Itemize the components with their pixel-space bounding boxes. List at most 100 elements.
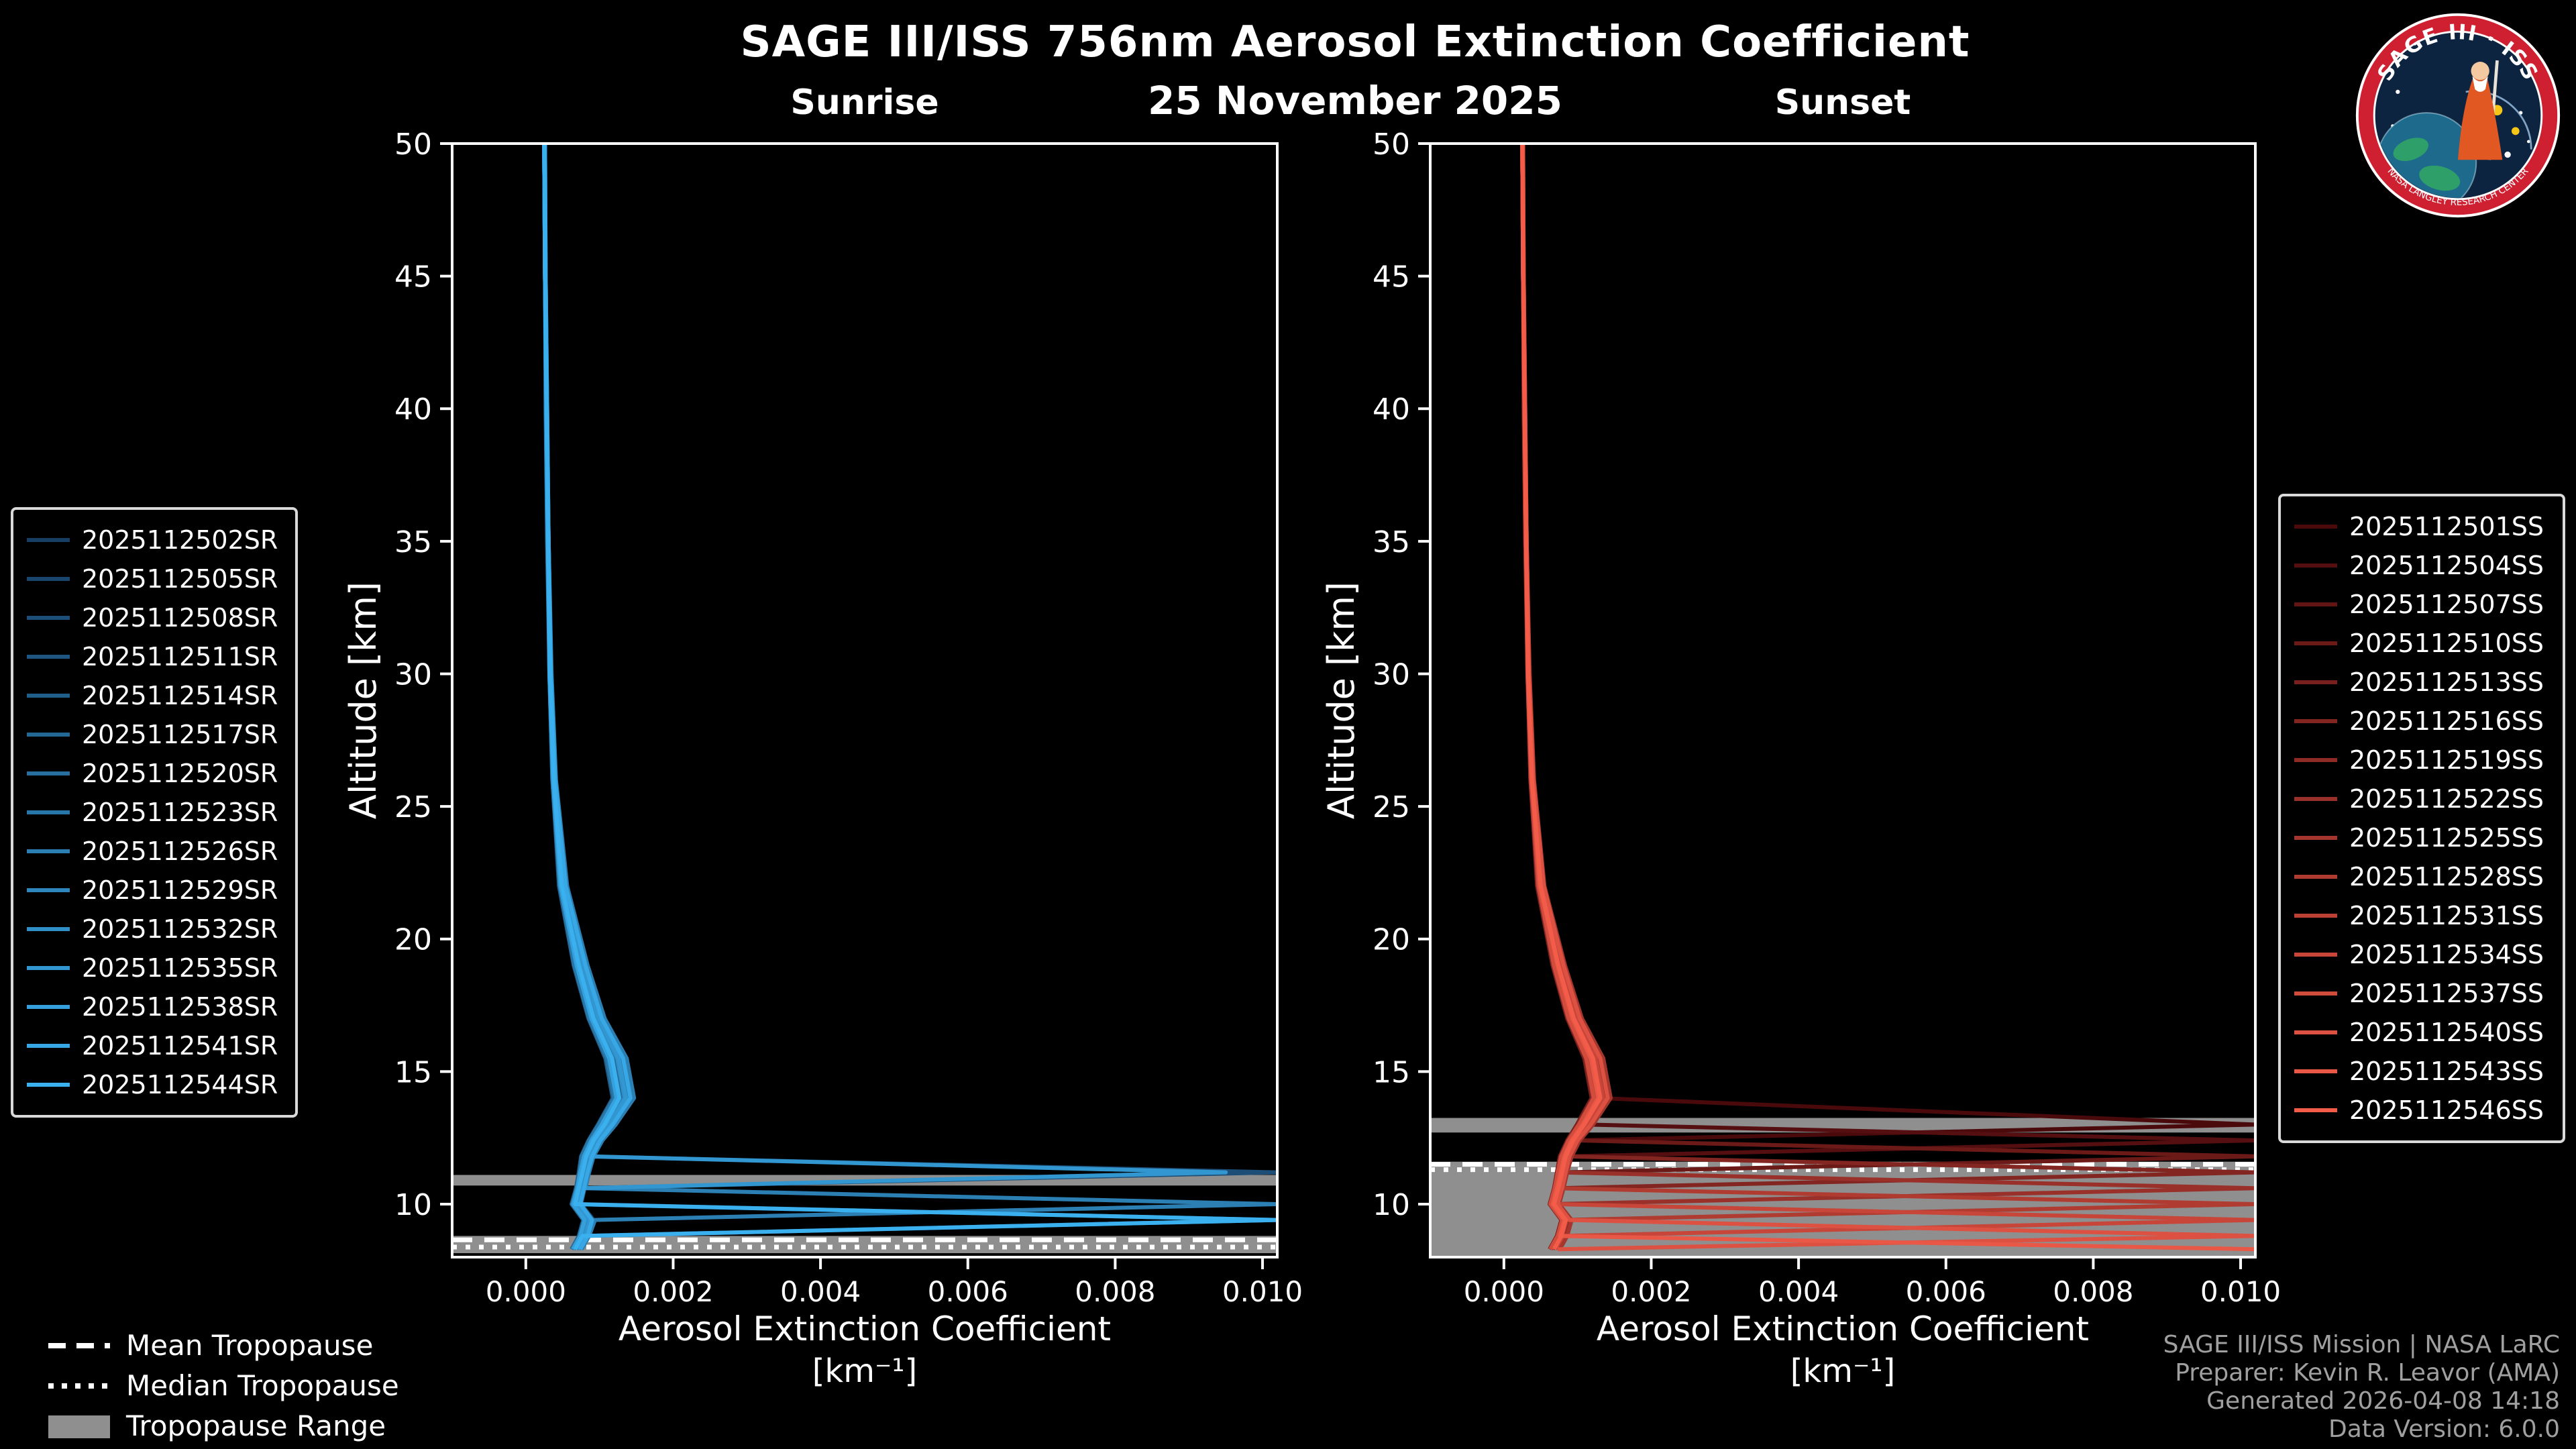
- legend-label: 2025112505SR: [82, 564, 278, 594]
- sage-figure: [2458, 76, 2503, 160]
- x-tick-label: 0.010: [2200, 1275, 2281, 1308]
- legend-item: 2025112516SS: [2294, 702, 2549, 741]
- legend-item: 2025112529SR: [27, 871, 282, 910]
- legend-item: 2025112502SR: [27, 521, 282, 559]
- legend-label: 2025112543SS: [2349, 1057, 2544, 1086]
- x-tick-label: 0.002: [1611, 1275, 1691, 1308]
- legend-item: 2025112513SS: [2294, 663, 2549, 702]
- legend-line-swatch: [27, 655, 70, 659]
- planet-icon: [2504, 151, 2511, 158]
- legend-line-swatch: [2294, 953, 2337, 957]
- profile-line: [542, 144, 1277, 1250]
- legend-label: 2025112514SR: [82, 681, 278, 710]
- legend-label: 2025112528SS: [2349, 862, 2544, 892]
- legend-item: 2025112504SS: [2294, 546, 2549, 585]
- legend-label: 2025112517SR: [82, 720, 278, 749]
- legend-item: 2025112508SR: [27, 598, 282, 637]
- legend-line-swatch: [2294, 758, 2337, 762]
- profile-line: [1520, 144, 2255, 1250]
- figure-title: SAGE III/ISS 756nm Aerosol Extinction Co…: [740, 16, 1970, 67]
- legend-line-swatch: [27, 849, 70, 853]
- plot-area: [452, 144, 1277, 1254]
- x-axis-label-sunset: Aerosol Extinction Coefficient: [1596, 1309, 2090, 1348]
- credit-generated: Generated 2026-04-08 14:18: [2206, 1387, 2560, 1415]
- legend-item-mean-tropopause: Mean Tropopause: [48, 1326, 399, 1366]
- legend-item: 2025112519SS: [2294, 741, 2549, 780]
- legend-line-swatch: [2294, 719, 2337, 723]
- profile-line: [542, 144, 1277, 1250]
- legend-line-swatch: [2294, 1108, 2337, 1112]
- legend-item: 2025112538SR: [27, 987, 282, 1026]
- legend-label: 2025112535SR: [82, 953, 278, 983]
- legend-item: 2025112511SR: [27, 637, 282, 676]
- profile-line: [542, 144, 1277, 1250]
- credit-mission: SAGE III/ISS Mission | NASA LaRC: [2163, 1331, 2560, 1359]
- legend-label: 2025112502SR: [82, 525, 278, 555]
- credit-data-version: Data Version: 6.0.0: [2328, 1415, 2560, 1444]
- y-tick-label: 10: [394, 1188, 432, 1222]
- legend-item: 2025112510SS: [2294, 624, 2549, 663]
- legend-line-swatch: [2294, 991, 2337, 996]
- legend-item: 2025112526SR: [27, 832, 282, 871]
- legend-label: 2025112529SR: [82, 875, 278, 905]
- legend-label: 2025112540SS: [2349, 1018, 2544, 1047]
- legend-label: 2025112532SR: [82, 914, 278, 944]
- profile-line: [543, 144, 1277, 1250]
- legend-line-swatch: [2294, 875, 2337, 879]
- profile-line: [542, 144, 616, 1250]
- legend-item: 2025112541SR: [27, 1026, 282, 1065]
- x-tick-label: 0.008: [1075, 1275, 1155, 1308]
- dashed-line-swatch: [48, 1343, 110, 1348]
- legend-label: 2025112519SS: [2349, 745, 2544, 775]
- y-axis-label-sunset: Altitude [km]: [1322, 581, 1363, 820]
- profile-line: [1521, 144, 2255, 1250]
- legend-line-swatch: [2294, 641, 2337, 645]
- legend-line-swatch: [2294, 914, 2337, 918]
- axes-frame: [1429, 142, 2257, 1258]
- panel-title-sunrise: Sunrise: [790, 83, 939, 123]
- legend-line-swatch: [2294, 602, 2337, 606]
- legend-sunset-events: 2025112501SS 2025112504SS 2025112507SS 2025…: [2278, 494, 2565, 1143]
- x-axis-units-sunset: [km⁻¹]: [1790, 1352, 1896, 1390]
- legend-label: 2025112523SR: [82, 798, 278, 827]
- legend-line-swatch: [2294, 836, 2337, 840]
- legend-line-swatch: [27, 538, 70, 542]
- y-tick-label: 50: [1373, 127, 1410, 162]
- legend-label: 2025112507SS: [2349, 590, 2544, 619]
- legend-line-swatch: [27, 966, 70, 970]
- legend-label: 2025112501SS: [2349, 512, 2544, 541]
- x-tick-label: 0.006: [928, 1275, 1008, 1308]
- legend-item: 2025112540SS: [2294, 1013, 2549, 1052]
- legend-line-swatch: [2294, 525, 2337, 529]
- legend-item: 2025112507SS: [2294, 585, 2549, 624]
- profile-line: [1521, 144, 2255, 1252]
- legend-item: 2025112546SS: [2294, 1091, 2549, 1130]
- legend-label: 2025112516SS: [2349, 706, 2544, 736]
- profile-line: [1520, 144, 1596, 1250]
- y-tick-label: 15: [394, 1055, 432, 1089]
- legend-label: 2025112511SR: [82, 642, 278, 672]
- legend-line-swatch: [27, 694, 70, 698]
- legend-line-swatch: [27, 810, 70, 814]
- profile-line: [1520, 144, 2255, 1252]
- sage-beard: [2472, 76, 2488, 92]
- legend-item: 2025112514SR: [27, 676, 282, 715]
- x-tick-label: 0.004: [780, 1275, 861, 1308]
- legend-line-swatch: [27, 771, 70, 775]
- legend-label: 2025112510SS: [2349, 629, 2544, 658]
- legend-item: 2025112520SR: [27, 754, 282, 793]
- figure-date: 25 November 2025: [1148, 78, 1562, 123]
- legend-label: 2025112522SS: [2349, 784, 2544, 814]
- legend-label: 2025112541SR: [82, 1031, 278, 1061]
- legend-item: 2025112535SR: [27, 949, 282, 987]
- x-tick-label: 0.006: [1906, 1275, 1986, 1308]
- legend-item: 2025112528SS: [2294, 857, 2549, 896]
- legend-line-swatch: [2294, 564, 2337, 568]
- legend-line-swatch: [27, 888, 70, 892]
- x-tick-label: 0.000: [486, 1275, 566, 1308]
- x-tick-label: 0.002: [633, 1275, 713, 1308]
- legend-item: 2025112505SR: [27, 559, 282, 598]
- legend-label: Mean Tropopause: [126, 1330, 374, 1362]
- plot-area: [1430, 144, 2255, 1257]
